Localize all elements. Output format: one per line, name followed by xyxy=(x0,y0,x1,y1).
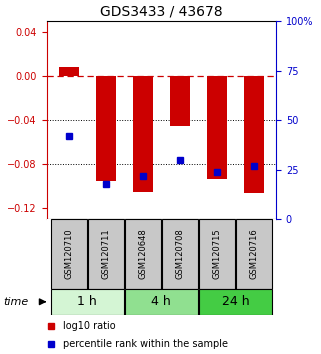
Text: 24 h: 24 h xyxy=(221,295,249,308)
Bar xyxy=(162,219,198,289)
Text: 4 h: 4 h xyxy=(152,295,171,308)
Bar xyxy=(51,219,87,289)
Text: GSM120716: GSM120716 xyxy=(249,229,258,279)
Text: time: time xyxy=(3,297,29,307)
Text: GSM120710: GSM120710 xyxy=(64,229,73,279)
Text: GSM120648: GSM120648 xyxy=(138,229,147,279)
Bar xyxy=(207,76,227,179)
Bar xyxy=(169,76,190,126)
Text: percentile rank within the sample: percentile rank within the sample xyxy=(63,339,228,349)
Bar xyxy=(244,76,264,193)
Bar xyxy=(125,289,198,315)
Bar xyxy=(133,76,153,192)
Text: GSM120711: GSM120711 xyxy=(101,229,110,279)
Bar xyxy=(58,68,79,76)
Bar xyxy=(199,219,235,289)
Bar xyxy=(88,219,124,289)
Bar xyxy=(199,289,272,315)
Text: GSM120708: GSM120708 xyxy=(175,229,184,279)
Bar xyxy=(125,219,160,289)
Bar xyxy=(96,76,116,181)
Title: GDS3433 / 43678: GDS3433 / 43678 xyxy=(100,5,223,19)
Text: GSM120715: GSM120715 xyxy=(212,229,221,279)
Bar xyxy=(51,289,124,315)
Bar xyxy=(236,219,272,289)
Text: log10 ratio: log10 ratio xyxy=(63,321,115,331)
Text: 1 h: 1 h xyxy=(77,295,97,308)
